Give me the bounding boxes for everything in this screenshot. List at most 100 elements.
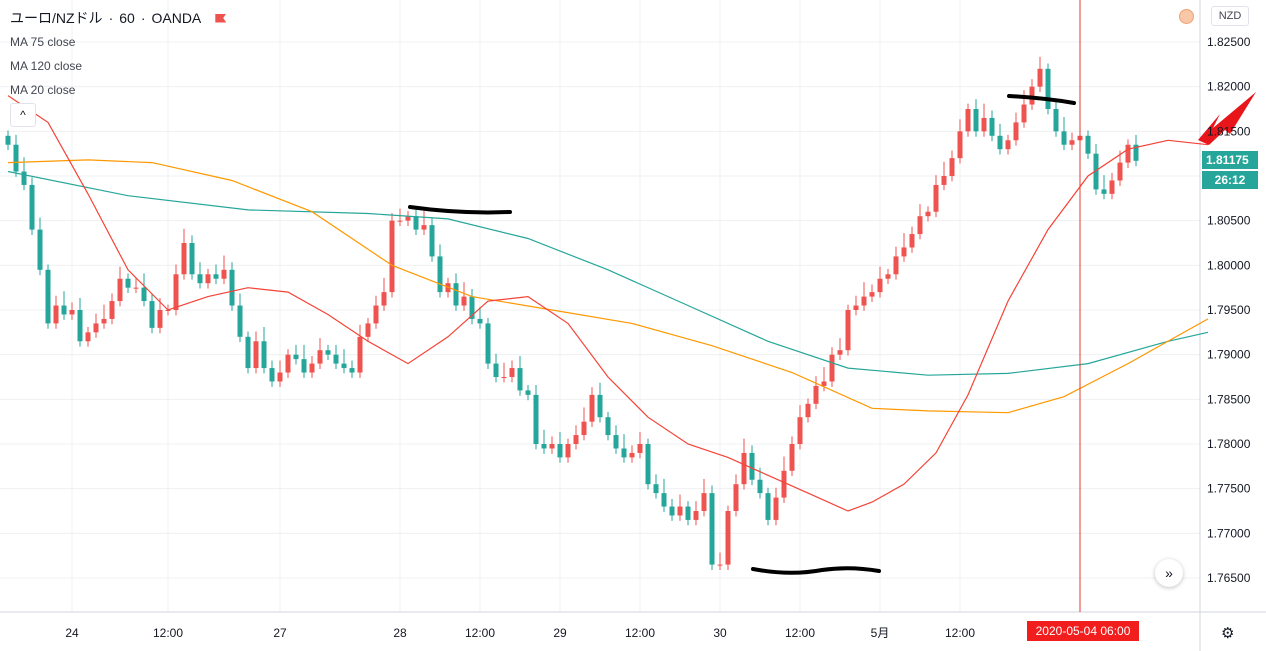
gear-icon[interactable]: ⚙	[1221, 625, 1235, 642]
candle-body	[277, 372, 283, 382]
status-dot-icon	[1179, 9, 1194, 24]
time-axis[interactable]: 24 12:00 27 28 12:00 29 12:00 30 12:00 5月 12:00	[65, 626, 975, 640]
candle-body	[477, 318, 483, 324]
candle-body	[1117, 162, 1123, 181]
candle-body	[901, 247, 907, 257]
candle-body	[157, 310, 163, 328]
candle-body	[301, 359, 307, 373]
candle-body	[517, 368, 523, 391]
candle-body	[1101, 189, 1107, 194]
candle-body	[261, 341, 267, 369]
candle-body	[1021, 104, 1027, 123]
candle-body	[1013, 122, 1019, 141]
currency-badge[interactable]: NZD	[1211, 6, 1249, 26]
indicator-ma20[interactable]: MA 20 close	[10, 83, 76, 97]
candle-body	[141, 287, 147, 302]
resistance-marker-left	[408, 205, 512, 215]
double-chevron-right-icon: »	[1165, 565, 1173, 581]
candle-body	[773, 497, 779, 520]
candle-body	[5, 135, 11, 145]
candle-body	[117, 278, 123, 302]
candle-body	[973, 109, 979, 132]
candle-body	[549, 444, 555, 449]
candle-body	[805, 403, 811, 418]
candle-body	[621, 448, 627, 458]
candle-body	[309, 363, 315, 373]
candle-body	[829, 354, 835, 382]
candle-body	[181, 243, 187, 275]
chart-legend: ユーロ/NZドル · 60 · OANDA MA 75 close MA 120…	[10, 6, 227, 102]
collapse-legend-button[interactable]: ^	[10, 103, 36, 127]
candle-body	[869, 292, 875, 297]
time-tick-label: 24	[65, 626, 79, 640]
candle-body	[245, 336, 251, 369]
candle-body	[709, 493, 715, 565]
candle-body	[533, 394, 539, 444]
price-tick-label: 1.78000	[1207, 437, 1251, 451]
chevron-up-icon: ^	[20, 108, 26, 122]
indicator-ma75[interactable]: MA 75 close	[10, 35, 76, 49]
candle-body	[1133, 144, 1139, 161]
candle-body	[237, 305, 243, 337]
candle-body	[389, 220, 395, 293]
flag-icon[interactable]	[215, 13, 227, 23]
candle-body	[1109, 180, 1115, 194]
candle-body	[37, 229, 43, 270]
candle-body	[229, 269, 235, 306]
candles	[5, 56, 1139, 570]
price-tick-label: 1.79500	[1207, 303, 1251, 317]
candle-body	[957, 131, 963, 159]
candle-body	[13, 144, 19, 172]
candle-body	[597, 394, 603, 418]
candle-body	[653, 484, 659, 494]
candle-body	[861, 296, 867, 306]
price-tick-label: 1.80500	[1207, 214, 1251, 228]
title-separator: ·	[108, 10, 114, 26]
candle-body	[349, 368, 355, 373]
candle-body	[741, 452, 747, 485]
candle-body	[493, 363, 499, 377]
candle-body	[501, 377, 507, 378]
bar-countdown: 26:12	[1202, 171, 1258, 189]
price-tick-label: 1.82500	[1207, 35, 1251, 49]
candle-body	[485, 323, 491, 364]
candle-body	[381, 292, 387, 306]
candle-body	[437, 256, 443, 293]
candle-body	[197, 274, 203, 284]
candle-body	[645, 444, 651, 485]
scroll-to-realtime-button[interactable]: »	[1155, 559, 1183, 587]
candle-body	[541, 444, 547, 449]
candle-body	[269, 368, 275, 382]
candle-body	[893, 256, 899, 275]
interval-label: 60	[119, 10, 135, 26]
time-tick-label: 29	[553, 626, 567, 640]
price-tick-label: 1.82000	[1207, 80, 1251, 94]
candle-body	[133, 287, 139, 289]
candle-body	[1093, 153, 1099, 190]
candle-body	[573, 435, 579, 444]
candle-body	[693, 511, 699, 520]
price-tick-label: 1.77000	[1207, 526, 1251, 540]
candle-body	[413, 216, 419, 230]
candle-body	[749, 452, 755, 480]
title-separator: ·	[140, 10, 146, 26]
candle-body	[85, 332, 91, 342]
candle-body	[765, 493, 771, 520]
candle-body	[1053, 109, 1059, 132]
candle-body	[1005, 140, 1011, 150]
candle-body	[357, 336, 363, 373]
candle-body	[221, 269, 227, 279]
candle-body	[685, 506, 691, 520]
crosshair-time-label: 2020-05-04 06:00	[1027, 621, 1139, 641]
candle-body	[677, 506, 683, 516]
candle-body	[845, 310, 851, 351]
candle-body	[325, 350, 331, 355]
candle-body	[605, 417, 611, 436]
candle-body	[1029, 86, 1035, 105]
symbol-title[interactable]: ユーロ/NZドル · 60 · OANDA	[10, 6, 227, 30]
indicator-ma120[interactable]: MA 120 close	[10, 59, 83, 73]
candle-body	[109, 301, 115, 319]
candle-body	[701, 493, 707, 511]
candle-body	[525, 390, 531, 395]
